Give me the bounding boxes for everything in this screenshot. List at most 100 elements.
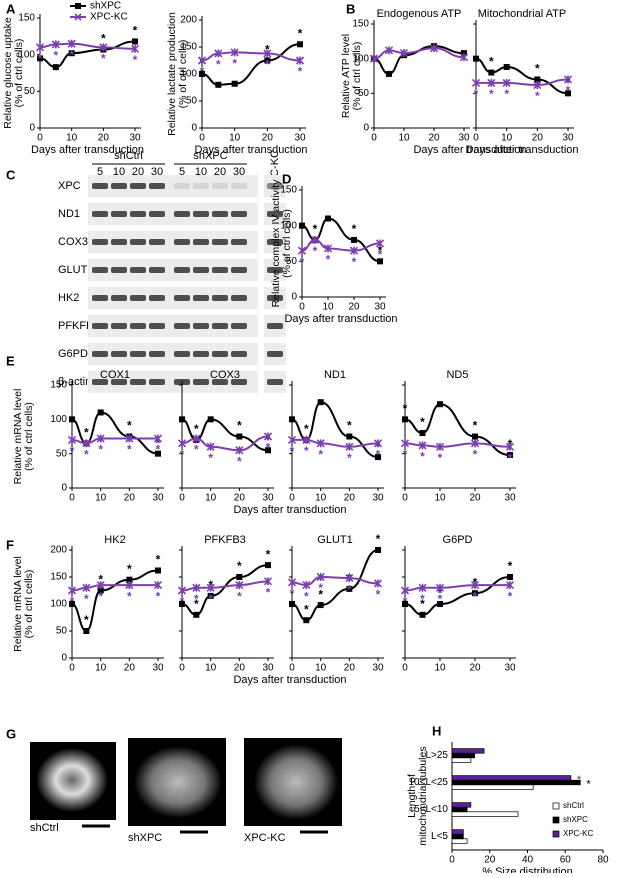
blot-row-label: G6PD (58, 348, 88, 360)
blot-band (267, 183, 283, 189)
y-tick-label: 150 (18, 13, 35, 24)
blot-strip (88, 343, 258, 365)
significance-mark: * (504, 87, 509, 101)
legend-label: XPC-KC (563, 829, 593, 838)
y-axis-label: (% of ctrl cells) (23, 570, 35, 639)
blot-band (149, 295, 165, 301)
significance-mark: * (420, 450, 425, 464)
x-tick-label: 10 (205, 493, 217, 504)
x-tick-label: 0 (179, 493, 185, 504)
blot-band (193, 295, 209, 301)
point (68, 50, 75, 57)
significance-mark: * (194, 597, 199, 611)
point (206, 442, 215, 451)
point (310, 235, 320, 244)
blot-band (130, 239, 146, 245)
x-tick-label: 20 (234, 493, 246, 504)
point (507, 452, 513, 459)
blot-band (130, 351, 146, 357)
blot-band (149, 323, 165, 329)
x-tick-label: 30 (504, 663, 516, 674)
significance-mark: * (420, 597, 425, 611)
significance-mark: * (318, 448, 323, 462)
point (435, 442, 445, 451)
blot-band (212, 267, 228, 273)
point (505, 581, 515, 590)
significance-mark: * (237, 419, 242, 433)
point (265, 447, 271, 454)
significance-mark: * (473, 448, 478, 462)
significance-mark: * (98, 573, 103, 587)
blot-band (212, 379, 228, 385)
blot-band (267, 267, 283, 273)
y-tick-label: 5<L<10 (414, 804, 448, 815)
blot-band (193, 239, 209, 245)
blot-band (267, 211, 283, 217)
blot-row-label: XPC (58, 180, 81, 192)
point (316, 439, 325, 448)
y-tick-label: L<5 (431, 831, 448, 842)
significance-mark: * (300, 255, 305, 269)
point (52, 64, 59, 71)
point (299, 222, 305, 229)
chart-title: Mitochondrial ATP (478, 8, 566, 20)
significance-mark: * (84, 613, 89, 627)
blot-band (92, 379, 108, 385)
significance-mark: * (194, 443, 199, 457)
point (349, 246, 359, 255)
x-tick-label: 0 (37, 133, 43, 144)
blot-band (193, 267, 209, 273)
blot-band (174, 267, 190, 273)
panel-letter: H (432, 723, 441, 738)
x-tick-label: 0 (473, 133, 479, 144)
panel-letter: G (6, 726, 16, 741)
y-axis-label: Relative ATP level (340, 34, 352, 118)
significance-mark: * (127, 443, 132, 457)
significance-mark: * (194, 592, 199, 606)
blot-band (174, 323, 190, 329)
y-tick-label: 100 (352, 53, 369, 64)
x-tick-label: 0 (289, 493, 295, 504)
blot-band (174, 183, 190, 189)
legend-swatch (552, 830, 560, 838)
point (265, 562, 271, 569)
point (459, 53, 469, 62)
point (82, 583, 91, 592)
blot-band (267, 239, 283, 245)
significance-mark: * (232, 57, 237, 71)
point (155, 450, 161, 457)
lane-label: 30 (233, 166, 245, 178)
significance-mark: * (352, 222, 357, 236)
chart-title: ND5 (446, 369, 468, 381)
point (207, 592, 214, 599)
point (97, 587, 104, 594)
point (235, 446, 244, 455)
point (263, 577, 273, 586)
point (287, 435, 297, 444)
chart-title: ND1 (324, 369, 346, 381)
significance-mark: * (84, 592, 89, 606)
significance-mark: * (318, 587, 323, 601)
point (375, 239, 385, 248)
x-tick-label: 30 (152, 493, 164, 504)
significance-mark: * (70, 444, 75, 458)
significance-mark: * (266, 441, 271, 455)
x-tick-label: 30 (372, 663, 384, 674)
panel-letter: E (6, 353, 15, 368)
point (230, 48, 239, 57)
point (153, 581, 163, 590)
significance-mark: * (70, 595, 75, 609)
bar (451, 752, 475, 759)
blot-row-label: GLUT1 (58, 264, 93, 276)
x-tick-label: 30 (262, 663, 274, 674)
x-tick-label: 0 (199, 133, 205, 144)
significance-mark: * (420, 592, 425, 606)
legend-label: XPC-KC (90, 12, 128, 23)
micrograph-label: shCtrl (30, 822, 59, 834)
y-tick-label: 100 (280, 220, 297, 231)
significance-mark: * (127, 419, 132, 433)
lane-label: 5 (179, 166, 185, 178)
x-tick-label: 20 (124, 493, 136, 504)
blot-band (130, 323, 146, 329)
y-tick-label: 50 (24, 86, 36, 97)
